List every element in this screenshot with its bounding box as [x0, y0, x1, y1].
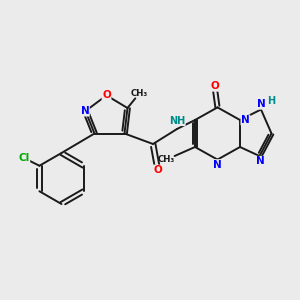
Text: CH₃: CH₃: [158, 154, 175, 164]
Text: H: H: [267, 96, 276, 106]
Text: CH₃: CH₃: [130, 88, 148, 98]
Text: N: N: [256, 156, 265, 167]
Text: NH: NH: [169, 116, 185, 126]
Text: N: N: [241, 115, 250, 125]
Text: N: N: [213, 160, 222, 170]
Text: O: O: [102, 90, 111, 100]
Text: Cl: Cl: [18, 153, 30, 163]
Text: N: N: [80, 106, 89, 116]
Text: O: O: [211, 81, 220, 91]
Text: N: N: [256, 99, 266, 109]
Text: O: O: [153, 165, 162, 175]
